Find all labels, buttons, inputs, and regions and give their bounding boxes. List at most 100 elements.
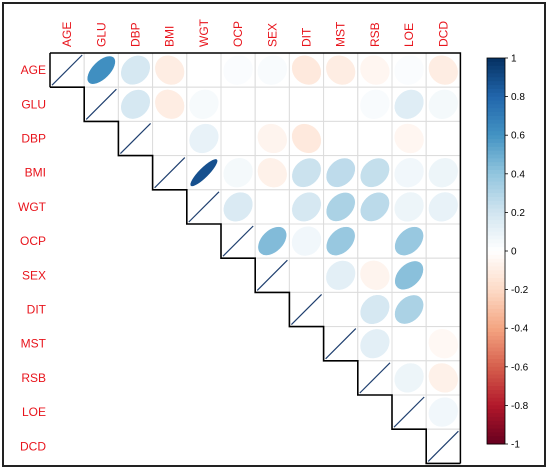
ellipse-sex-dit — [291, 260, 322, 291]
legend-color-step — [487, 243, 505, 248]
column-label-loe: LOE — [402, 23, 416, 47]
legend-color-step — [487, 119, 505, 125]
legend-color-step — [487, 347, 505, 352]
legend-tick-label: -0.2 — [511, 285, 529, 296]
correlation-ellipses — [86, 54, 459, 428]
legend-color-step — [487, 270, 505, 275]
legend-tick-label: 0.6 — [511, 131, 525, 142]
row-label-glu: GLU — [21, 97, 46, 111]
row-label-bmi: BMI — [25, 166, 46, 180]
legend-color-step — [487, 370, 505, 376]
ellipse-sex-loe — [394, 260, 424, 290]
diagonal-mark-wgt — [188, 191, 220, 223]
legend-color-step — [487, 88, 505, 94]
legend-color-step — [487, 343, 505, 348]
legend-color-step — [487, 220, 505, 225]
legend-color-step — [487, 223, 505, 229]
column-label-bmi: BMI — [163, 26, 177, 47]
legend-color-step — [487, 189, 505, 194]
legend-color-step — [487, 335, 505, 341]
legend-tick-label: 0.4 — [511, 169, 525, 180]
legend-color-step — [487, 77, 505, 82]
legend-color-step — [487, 200, 505, 206]
ellipse-bmi-loe — [393, 157, 425, 188]
ellipse-dbp-dit — [291, 123, 322, 154]
legend-color-step — [487, 212, 505, 217]
ellipse-ocp-loe — [394, 226, 424, 256]
diagonal-mark-sex — [256, 259, 288, 291]
legend-color-step — [487, 231, 505, 237]
ellipse-ocp-dcd — [428, 225, 459, 257]
ellipse-dbp-bmi — [154, 123, 185, 154]
column-label-wgt: WGT — [197, 18, 211, 47]
ellipse-dbp-sex — [257, 123, 288, 154]
legend-color-step — [487, 169, 505, 175]
legend-color-step — [487, 185, 505, 190]
legend-color-step — [487, 146, 505, 152]
legend-color-step — [487, 293, 505, 298]
ellipse-glu-rsb — [359, 89, 391, 120]
legend-color-step — [487, 401, 505, 406]
legend-color-step — [487, 301, 505, 306]
ellipse-bmi-ocp — [222, 157, 254, 188]
legend-color-step — [487, 308, 505, 314]
legend-color-step — [487, 420, 505, 426]
figure-frame — [2, 2, 546, 467]
ellipse-bmi-sex — [257, 157, 288, 188]
row-label-dbp: DBP — [21, 132, 46, 146]
ellipse-bmi-mst — [325, 157, 356, 188]
column-label-sex: SEX — [265, 23, 279, 47]
ellipse-dit-mst — [325, 294, 356, 325]
column-label-ocp: OCP — [231, 21, 245, 47]
legend-color-step — [487, 351, 505, 356]
ellipse-sex-dcd — [428, 260, 459, 291]
ellipse-glu-mst — [325, 89, 356, 120]
ellipse-age-glu — [86, 55, 116, 85]
legend-tick-label: -0.8 — [511, 401, 529, 412]
legend-color-step — [487, 85, 505, 90]
diagonal-mark-mst — [325, 328, 357, 360]
legend-color-step — [487, 239, 505, 244]
diagonal-marks — [51, 54, 459, 462]
legend-color-step — [487, 389, 505, 395]
row-labels: AGE GLU DBP BMI WGT OCP SEX DIT MST RSB LOE DCD — [18, 63, 47, 453]
ellipse-glu-loe — [394, 89, 425, 120]
legend-color-step — [487, 127, 505, 132]
legend-color-step — [487, 173, 505, 179]
legend-color-step — [487, 65, 505, 71]
legend-color-step — [487, 281, 505, 287]
legend-color-step — [487, 92, 505, 98]
legend-color-step — [487, 320, 505, 325]
ellipse-mst-rsb — [359, 328, 390, 359]
legend-color-step — [487, 104, 505, 109]
ellipse-bmi-dit — [291, 157, 322, 188]
legend-color-step — [487, 378, 505, 383]
legend-color-step — [487, 96, 505, 101]
ellipse-glu-wgt — [188, 89, 220, 120]
legend-color-step — [487, 278, 505, 283]
ellipse-sex-rsb — [359, 260, 391, 291]
ellipse-dit-rsb — [359, 294, 390, 325]
ellipse-glu-ocp — [222, 89, 254, 120]
legend-color-step — [487, 181, 505, 186]
diagonal-mark-loe — [393, 396, 425, 428]
row-label-mst: MST — [21, 337, 47, 351]
legend-color-step — [487, 131, 505, 136]
ellipse-glu-dbp — [120, 89, 151, 120]
legend-color-step — [487, 328, 505, 333]
ellipse-wgt-ocp — [223, 191, 254, 222]
legend-color-step — [487, 58, 505, 63]
row-label-wgt: WGT — [18, 200, 47, 214]
legend-color-step — [487, 142, 505, 148]
column-label-dcd: DCD — [436, 21, 450, 47]
legend-color-step — [487, 413, 505, 418]
legend-color-step — [487, 366, 505, 372]
ellipse-dbp-loe — [393, 123, 425, 154]
legend-color-step — [487, 81, 505, 86]
ellipse-glu-dcd — [428, 89, 459, 120]
legend-color-step — [487, 416, 505, 422]
ellipse-wgt-sex — [257, 191, 288, 223]
diagonal-mark-rsb — [359, 362, 391, 394]
lower-staircase-border — [50, 86, 461, 465]
